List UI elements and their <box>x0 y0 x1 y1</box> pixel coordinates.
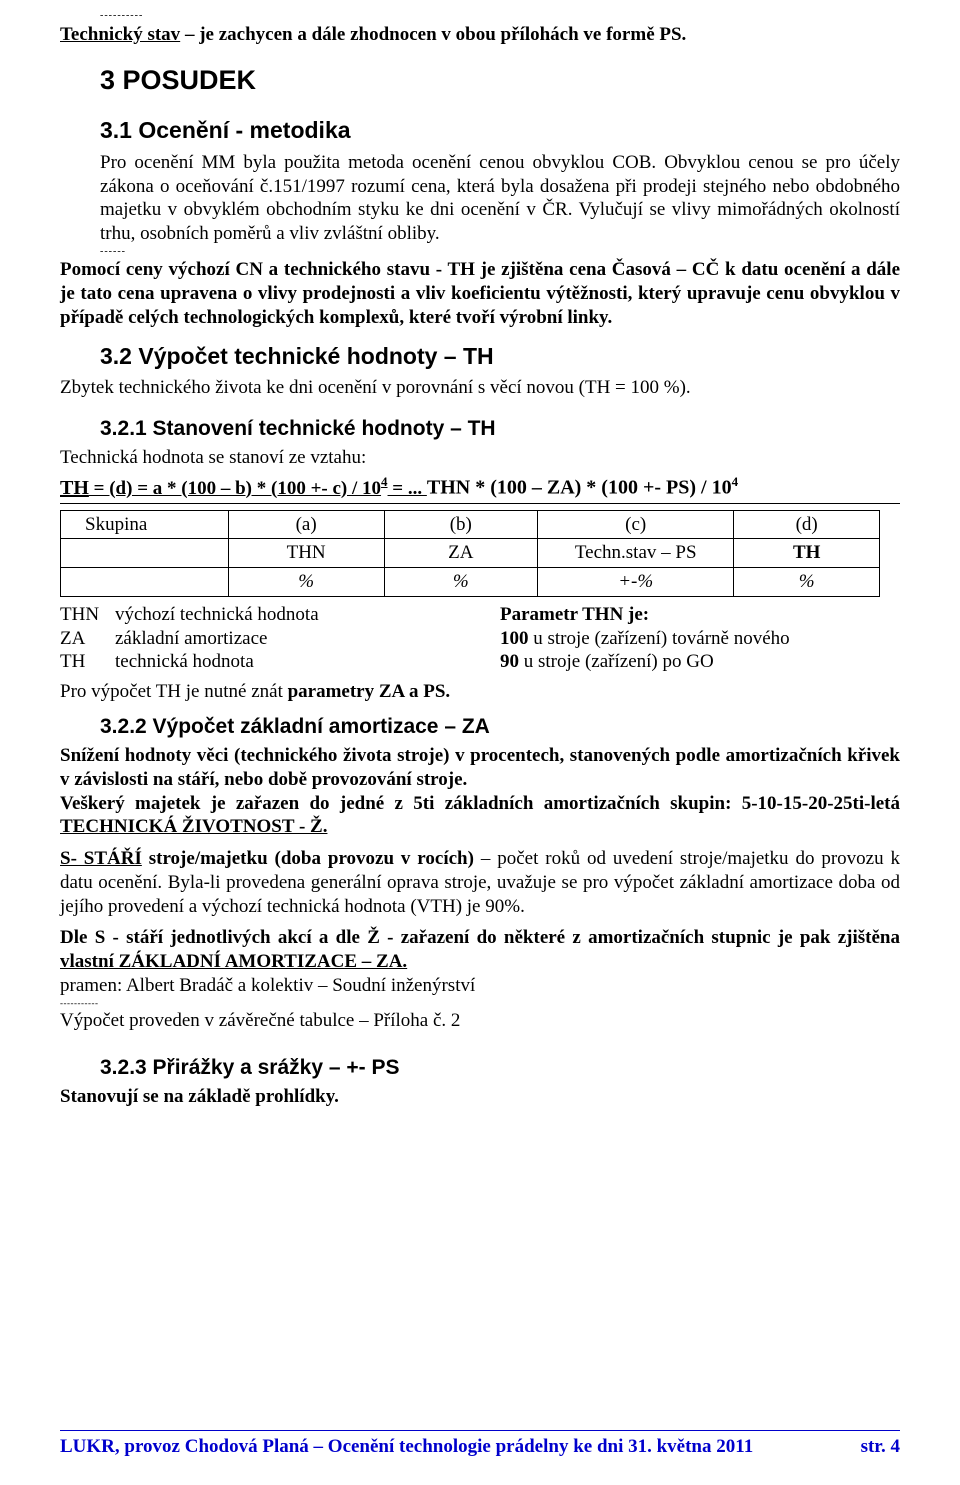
def-abbr: TH <box>60 650 115 674</box>
separator-dashes: ---------- <box>100 10 900 23</box>
def-right-text: u stroje (zařízení) továrně nového <box>529 628 790 649</box>
paragraph-3-2-1-b: Pro výpočet TH je nutné znát parametry Z… <box>60 680 900 704</box>
def-right-text: u stroje (zařízení) po GO <box>519 651 714 672</box>
heading-3-posudek: 3 POSUDEK <box>100 64 900 98</box>
def-text: technická hodnota <box>115 650 254 674</box>
paragraph-3-1-b: Pomocí ceny výchozí CN a technického sta… <box>60 258 900 329</box>
text-bold: stroje/majetku (doba provozu v rocích) <box>142 848 474 869</box>
def-right-line: 100 u stroje (zařízení) továrně nového <box>500 627 900 651</box>
def-line: TH technická hodnota <box>60 650 460 674</box>
def-right-line: 90 u stroje (zařízení) po GO <box>500 650 900 674</box>
def-line: ZA základní amortizace <box>60 627 460 651</box>
table-cell <box>61 568 229 597</box>
table-cell: Skupina <box>61 510 229 539</box>
formula-eq: = ... <box>388 478 427 500</box>
paragraph-3-2-3: Stanovují se na základě prohlídky. <box>60 1085 900 1109</box>
formula-th: TH = (d) = a * (100 – b) * (100 +- c) / … <box>60 474 900 504</box>
page-footer: LUKR, provoz Chodová Planá – Ocenění tec… <box>60 1430 900 1459</box>
document-page: ---------- Technický stav – je zachycen … <box>0 0 960 1485</box>
heading-3-2: 3.2 Výpočet technické hodnoty – TH <box>100 342 900 371</box>
separator-dashes-3: ----------- <box>60 998 900 1009</box>
table-row: Skupina (a) (b) (c) (d) <box>61 510 880 539</box>
table-cell: ZA <box>384 539 537 568</box>
heading-3-2-3: 3.2.3 Přirážky a srážky – +- PS <box>100 1055 900 1081</box>
formula-mid: = (d) = a * (100 – b) * (100 +- c) / 10 <box>89 478 381 500</box>
table-cell <box>61 539 229 568</box>
table-cell: Techn.stav – PS <box>538 539 734 568</box>
paragraph-3-2-2-d: Dle S - stáří jednotlivých akcí a dle Ž … <box>60 926 900 974</box>
definitions-right: Parametr THN je: 100 u stroje (zařízení)… <box>500 603 900 674</box>
text-underline: vlastní ZÁKLADNÍ AMORTIZACE – ZA. <box>60 951 407 972</box>
formula-rhs: THN * (100 – ZA) * (100 +- PS) / 10 <box>427 477 732 499</box>
def-right-title: Parametr THN je: <box>500 603 900 627</box>
text: Veškerý majetek je zařazen do jedné z 5t… <box>60 793 900 814</box>
definitions-left: THN výchozí technická hodnota ZA základn… <box>60 603 460 674</box>
formula-lhs: TH <box>60 477 89 500</box>
table-row: THN ZA Techn.stav – PS TH <box>61 539 880 568</box>
text: Pro výpočet TH je nutné znát <box>60 681 288 702</box>
table-row: % % +-% % <box>61 568 880 597</box>
definitions-two-col: THN výchozí technická hodnota ZA základn… <box>60 603 900 674</box>
heading-3-1: 3.1 Ocenění - metodika <box>100 116 900 145</box>
paragraph-3-2-2-e: pramen: Albert Bradáč a kolektiv – Soudn… <box>60 974 900 998</box>
footer-right: str. 4 <box>861 1435 900 1459</box>
def-right-bold: 90 <box>500 651 519 672</box>
table-cell: +-% <box>538 568 734 597</box>
table-cell: (c) <box>538 510 734 539</box>
footer-left: LUKR, provoz Chodová Planá – Ocenění tec… <box>60 1435 753 1459</box>
paragraph-3-1-a: Pro ocenění MM byla použita metoda oceně… <box>100 151 900 246</box>
th-table: Skupina (a) (b) (c) (d) THN ZA Techn.sta… <box>60 510 880 597</box>
text-bold: parametry ZA a PS. <box>288 681 451 702</box>
paragraph-3-2-1-a: Technická hodnota se stanoví ze vztahu: <box>60 446 900 470</box>
table-cell: (a) <box>228 510 384 539</box>
paragraph-3-2: Zbytek technického života ke dni ocenění… <box>60 376 900 400</box>
formula-sup1: 4 <box>381 474 388 490</box>
formula-sup2: 4 <box>732 474 739 489</box>
def-text: základní amortizace <box>115 627 267 651</box>
technical-state-line: Technický stav – je zachycen a dále zhod… <box>60 23 900 47</box>
table-cell: % <box>384 568 537 597</box>
def-text: výchozí technická hodnota <box>115 603 319 627</box>
text-underline: TECHNICKÁ ŽIVOTNOST - Ž. <box>60 816 327 837</box>
def-right-bold: 100 <box>500 628 529 649</box>
table-cell: (d) <box>734 510 880 539</box>
separator-dashes-2: ------ <box>100 246 900 259</box>
table-cell: % <box>734 568 880 597</box>
paragraph-3-2-2-b: Veškerý majetek je zařazen do jedné z 5t… <box>60 792 900 840</box>
def-abbr: THN <box>60 603 115 627</box>
table-cell: (b) <box>384 510 537 539</box>
text: Dle S - stáří jednotlivých akcí a dle Ž … <box>60 927 900 948</box>
text-underline-bold: S- STÁŘÍ <box>60 848 142 869</box>
paragraph-3-2-2-f: Výpočet proveden v závěrečné tabulce – P… <box>60 1009 900 1033</box>
paragraph-3-2-2-c: S- STÁŘÍ stroje/majetku (doba provozu v … <box>60 847 900 918</box>
table-cell: TH <box>734 539 880 568</box>
heading-3-2-2: 3.2.2 Výpočet základní amortizace – ZA <box>100 714 900 740</box>
heading-3-2-1: 3.2.1 Stanovení technické hodnoty – TH <box>100 416 900 442</box>
table-cell: THN <box>228 539 384 568</box>
def-line: THN výchozí technická hodnota <box>60 603 460 627</box>
paragraph-3-2-2-a: Snížení hodnoty věci (technického života… <box>60 744 900 792</box>
technical-state-rest: – je zachycen a dále zhodnocen v obou př… <box>180 24 686 45</box>
def-abbr: ZA <box>60 627 115 651</box>
table-cell: % <box>228 568 384 597</box>
technical-state-label: Technický stav <box>60 24 180 45</box>
